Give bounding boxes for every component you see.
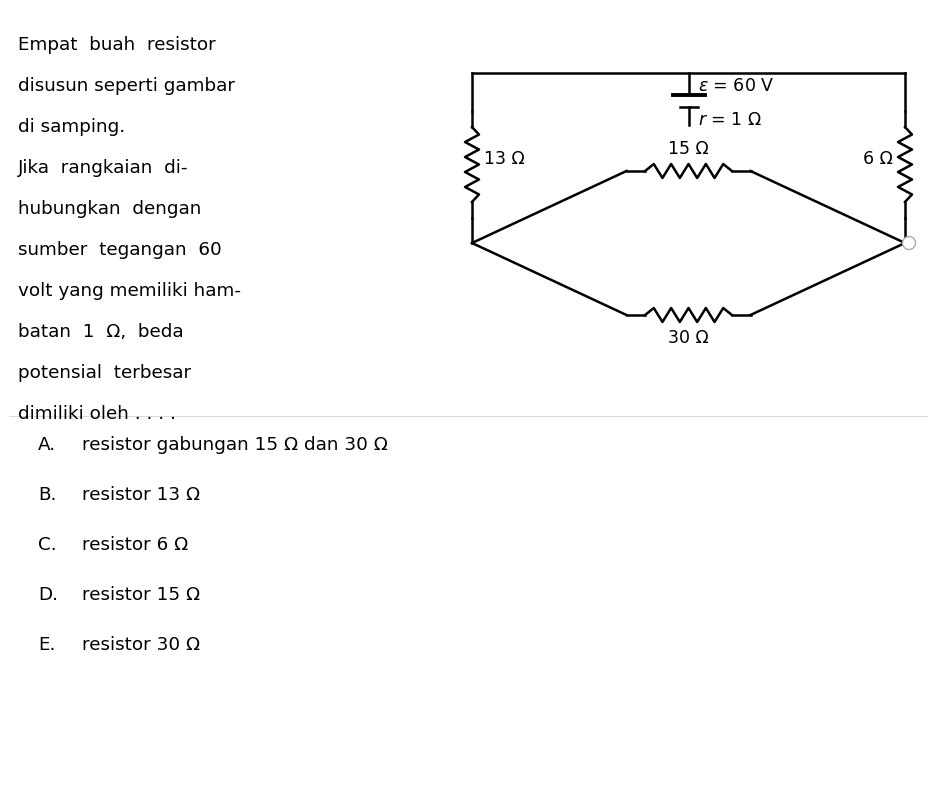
Text: C.: C. bbox=[38, 536, 56, 554]
Circle shape bbox=[902, 237, 915, 250]
Text: dimiliki oleh . . . .: dimiliki oleh . . . . bbox=[18, 405, 176, 423]
Text: 30 Ω: 30 Ω bbox=[668, 329, 709, 347]
Text: disusun seperti gambar: disusun seperti gambar bbox=[18, 77, 235, 95]
Text: resistor 30 Ω: resistor 30 Ω bbox=[82, 636, 200, 654]
Text: E.: E. bbox=[38, 636, 55, 654]
Text: D.: D. bbox=[38, 586, 58, 604]
Text: potensial  terbesar: potensial terbesar bbox=[18, 364, 191, 382]
Text: Jika  rangkaian  di-: Jika rangkaian di- bbox=[18, 159, 188, 177]
Text: Empat  buah  resistor: Empat buah resistor bbox=[18, 36, 216, 54]
Text: 13 Ω: 13 Ω bbox=[484, 150, 525, 169]
Text: resistor 6 Ω: resistor 6 Ω bbox=[82, 536, 188, 554]
Text: di samping.: di samping. bbox=[18, 118, 125, 136]
Text: $r$ = 1 $\Omega$: $r$ = 1 $\Omega$ bbox=[698, 111, 763, 129]
Text: resistor 13 Ω: resistor 13 Ω bbox=[82, 486, 200, 504]
Text: 15 Ω: 15 Ω bbox=[668, 140, 709, 158]
Text: batan  1  Ω,  beda: batan 1 Ω, beda bbox=[18, 323, 183, 341]
Text: sumber  tegangan  60: sumber tegangan 60 bbox=[18, 241, 222, 259]
Text: $\varepsilon$ = 60 V: $\varepsilon$ = 60 V bbox=[698, 77, 775, 95]
Text: volt yang memiliki ham-: volt yang memiliki ham- bbox=[18, 282, 241, 300]
Text: 6 Ω: 6 Ω bbox=[863, 150, 893, 169]
Text: resistor gabungan 15 Ω dan 30 Ω: resistor gabungan 15 Ω dan 30 Ω bbox=[82, 436, 388, 454]
Text: A.: A. bbox=[38, 436, 56, 454]
Text: resistor 15 Ω: resistor 15 Ω bbox=[82, 586, 200, 604]
Text: hubungkan  dengan: hubungkan dengan bbox=[18, 200, 201, 218]
Text: B.: B. bbox=[38, 486, 56, 504]
